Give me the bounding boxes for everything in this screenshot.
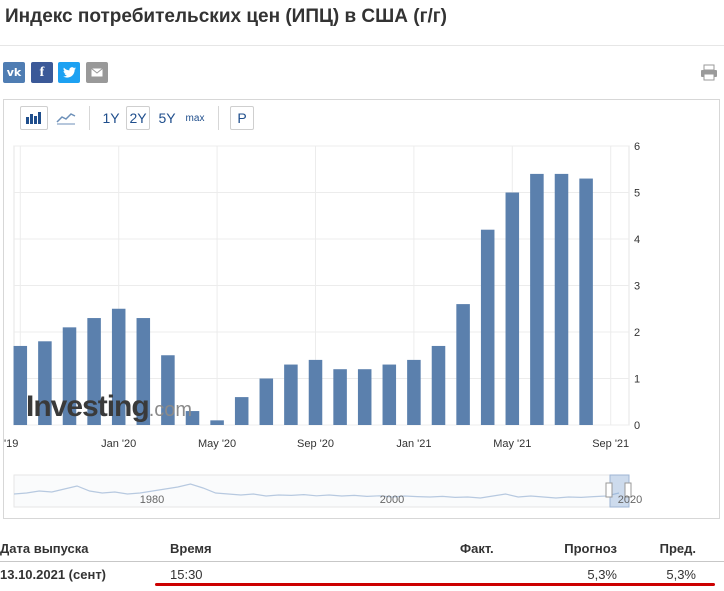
bar (284, 364, 298, 425)
col-header-actual: Факт. (460, 540, 494, 556)
range-max-button[interactable]: max (183, 106, 207, 130)
bar (13, 345, 28, 425)
cell-forecast: 5,3% (587, 566, 617, 582)
x-tick-label: May '21 (493, 438, 531, 450)
bar (554, 173, 569, 425)
range-2y-button[interactable]: 2Y (126, 106, 150, 130)
toolbar-separator (89, 106, 90, 130)
release-table: Дата выпуска Время Факт. Прогноз Пред. 1… (0, 535, 724, 587)
bar (357, 369, 372, 425)
y-tick-label: 1 (634, 374, 640, 386)
y-tick-label: 5 (634, 188, 640, 200)
navigator-handle-left (605, 482, 613, 498)
line-chart-toggle[interactable] (52, 106, 80, 130)
navigator-label: 2020 (618, 494, 642, 506)
x-tick-label: Jan '20 (101, 438, 136, 450)
col-header-forecast: Прогноз (564, 540, 617, 556)
print-icon[interactable] (700, 64, 718, 81)
email-icon (91, 68, 103, 77)
cell-previous: 5,3% (666, 566, 696, 582)
email-share-button[interactable] (86, 62, 108, 83)
y-tick-label: 4 (634, 234, 640, 246)
x-tick-label: May '20 (198, 438, 236, 450)
bar (185, 411, 200, 425)
bar (505, 192, 520, 425)
vk-icon: vk (6, 66, 22, 79)
bar (530, 173, 544, 425)
cell-release-date: 13.10.2021 (сент) (0, 566, 107, 582)
twitter-icon (62, 67, 76, 78)
table-row: 13.10.2021 (сент) 15:30 5,3% 5,3% (0, 561, 724, 587)
bar (431, 345, 446, 425)
bar (456, 304, 470, 425)
range-1y-button[interactable]: 1Y (99, 106, 123, 130)
y-tick-label: 2 (634, 327, 640, 339)
vk-share-button[interactable]: vk (3, 62, 25, 83)
navigator-handle-right (624, 482, 632, 498)
navigator-label: 2000 (380, 494, 404, 506)
bar (407, 359, 421, 425)
y-tick-label: 3 (634, 281, 640, 293)
cell-time: 15:30 (170, 566, 203, 582)
navigator (13, 474, 630, 508)
toolbar-separator-2 (218, 106, 219, 130)
investing-watermark: Investing.com (26, 390, 193, 423)
page-title: Индекс потребительских цен (ИПЦ) в США (… (5, 6, 448, 27)
twitter-share-button[interactable] (58, 62, 80, 83)
bar (382, 364, 397, 425)
table-header-row: Дата выпуска Время Факт. Прогноз Пред. (0, 535, 724, 561)
facebook-share-button[interactable]: f (31, 62, 53, 83)
col-header-date: Дата выпуска (0, 540, 89, 556)
bar (38, 341, 52, 425)
bar (161, 355, 175, 425)
bar (333, 369, 347, 425)
bar (480, 229, 495, 425)
p-button[interactable]: P (230, 106, 254, 130)
col-header-time: Время (170, 540, 212, 556)
bar-chart-icon (26, 112, 41, 124)
bar (579, 178, 593, 425)
bar (62, 327, 77, 425)
y-tick-label: 6 (634, 141, 640, 153)
bar (136, 318, 151, 425)
navigator-series (13, 483, 620, 499)
navigator-label: 1980 (140, 494, 164, 506)
x-tick-label: Sep '21 (592, 438, 629, 450)
x-tick-label: Sep '20 (297, 438, 334, 450)
x-tick-label: '19 (4, 438, 18, 450)
bar (87, 318, 101, 425)
y-tick-label: 0 (634, 420, 640, 432)
title-divider (0, 45, 724, 46)
chart-container: 1Y 2Y 5Y max P 0 1 2 3 4 5 6 '19 Jan '20 May '20 S… (3, 99, 720, 519)
bar-chart-toggle[interactable] (20, 106, 48, 130)
x-tick-label: Jan '21 (396, 438, 431, 450)
area-chart-icon (56, 113, 76, 125)
highlight-underline (155, 583, 715, 586)
bar (308, 359, 323, 425)
bar (210, 420, 224, 425)
bar (111, 308, 126, 425)
col-header-previous: Пред. (659, 540, 696, 556)
table-header-divider (0, 561, 724, 562)
facebook-icon: f (39, 64, 45, 80)
cpi-bar-chart: 0 1 2 3 4 5 6 '19 Jan '20 May '20 Sep '20 Jan '21 Ma… (4, 141, 642, 508)
range-5y-button[interactable]: 5Y (155, 106, 179, 130)
bar (234, 397, 249, 425)
bar (259, 378, 274, 425)
